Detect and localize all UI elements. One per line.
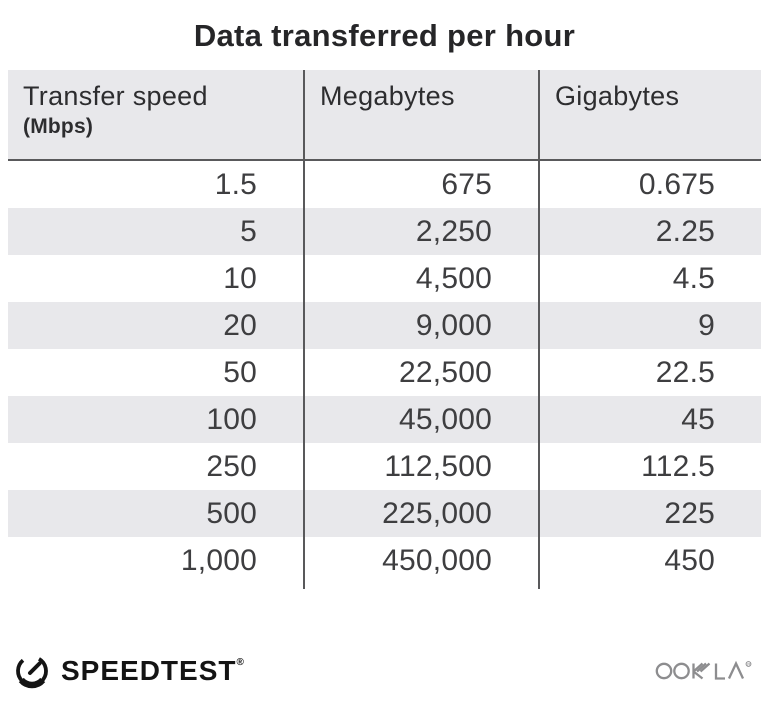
ookla-wordmark-icon: R: [655, 660, 752, 680]
table-cell: 9: [538, 302, 761, 349]
table-cell: 250: [206, 450, 257, 483]
table-cell: 1.5: [214, 168, 257, 201]
table-cell: 675: [303, 161, 538, 208]
tail-cell: [538, 584, 761, 589]
header-transfer-speed: Transfer speed (Mbps): [8, 70, 303, 159]
table-header-row: Transfer speed (Mbps) Megabytes Gigabyte…: [8, 70, 761, 161]
ookla-logo: R: [655, 654, 757, 689]
table-cell: 450,000: [303, 537, 538, 584]
table-cell: 1,000: [180, 544, 257, 577]
tail-cell: [8, 584, 303, 589]
table-divider-tail: [8, 584, 761, 589]
table-cell: 45,000: [303, 396, 538, 443]
table-cell: 2,250: [303, 208, 538, 255]
table-row: 1,000 450,000 450: [8, 537, 761, 584]
table-row: 50 22,500 22.5: [8, 349, 761, 396]
header-megabytes-label: Megabytes: [320, 81, 455, 111]
table-cell: 450: [538, 537, 761, 584]
table-row: 20 9,000 9: [8, 302, 761, 349]
table-cell: 22,500: [303, 349, 538, 396]
data-table: Transfer speed (Mbps) Megabytes Gigabyte…: [8, 70, 761, 589]
table-cell: 4.5: [538, 255, 761, 302]
speedtest-logo: SPEEDTEST®: [12, 651, 245, 691]
table-cell: 10: [223, 262, 257, 295]
table-cell: 5: [240, 215, 257, 248]
table-row: 1.5 675 0.675: [8, 161, 761, 208]
table-cell: 225: [538, 490, 761, 537]
page-title: Data transferred per hour: [193, 18, 576, 53]
table-cell: 22.5: [538, 349, 761, 396]
table-cell: 2.25: [538, 208, 761, 255]
table-cell: 20: [223, 309, 257, 342]
table-cell: 9,000: [303, 302, 538, 349]
speedtest-gauge-icon: [16, 657, 48, 689]
table-body: 1.5 675 0.675 5 2,250 2.25 10 4,500 4.5 20 9,000 9 5…: [8, 161, 761, 584]
table-cell: 500: [206, 497, 257, 530]
table-row: 500 225,000 225: [8, 490, 761, 537]
header-transfer-speed-unit: (Mbps): [23, 115, 94, 138]
table-row: 5 2,250 2.25: [8, 208, 761, 255]
speedtest-wordmark: SPEEDTEST®: [61, 655, 245, 687]
table-cell: 112,500: [303, 443, 538, 490]
speedtest-label: SPEEDTEST: [61, 655, 237, 686]
header-gigabytes: Gigabytes: [538, 70, 761, 159]
table-cell: 225,000: [303, 490, 538, 537]
table-row: 250 112,500 112.5: [8, 443, 761, 490]
table-row: 10 4,500 4.5: [8, 255, 761, 302]
table-cell: 112.5: [538, 443, 761, 490]
table-cell: 4,500: [303, 255, 538, 302]
footer: SPEEDTEST® R: [12, 651, 757, 691]
table-row: 100 45,000 45: [8, 396, 761, 443]
table-cell: 100: [206, 403, 257, 436]
header-gigabytes-label: Gigabytes: [555, 81, 680, 111]
header-transfer-speed-label: Transfer speed: [23, 81, 208, 111]
speedtest-trademark: ®: [236, 657, 245, 668]
header-megabytes: Megabytes: [303, 70, 538, 159]
table-cell: 50: [223, 356, 257, 389]
table-cell: 45: [538, 396, 761, 443]
tail-cell: [303, 584, 538, 589]
ookla-trademark: R: [747, 661, 751, 666]
table-cell: 0.675: [538, 161, 761, 208]
